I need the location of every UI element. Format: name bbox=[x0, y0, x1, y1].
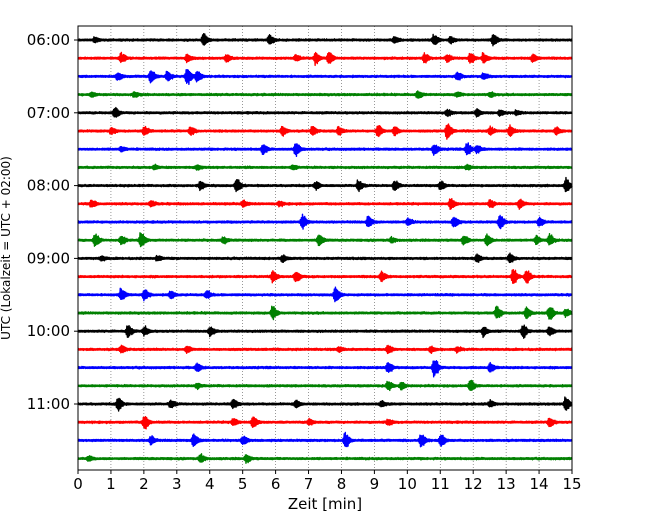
y-tick-label: 07:00 bbox=[27, 104, 70, 122]
trace-line bbox=[77, 379, 573, 392]
y-tick-label: 06:00 bbox=[27, 31, 70, 49]
x-axis-label: Zeit [min] bbox=[288, 495, 362, 513]
x-tick-label: 2 bbox=[139, 475, 149, 493]
x-tick-label: 9 bbox=[370, 475, 380, 493]
trace-line bbox=[77, 32, 573, 47]
x-axis-ticks: 0 1 2 3 4 5 6 7 8 9 10 11 12 13 14 15 bbox=[73, 470, 582, 493]
trace-line bbox=[77, 51, 573, 67]
y-tick-label: 08:00 bbox=[27, 177, 70, 195]
trace-line bbox=[77, 198, 573, 211]
trace-line bbox=[77, 163, 573, 171]
x-tick-label: 7 bbox=[304, 475, 314, 493]
trace-line bbox=[77, 431, 573, 448]
y-tick-label: 11:00 bbox=[27, 395, 70, 413]
trace-line bbox=[77, 252, 573, 264]
trace-line bbox=[77, 106, 573, 118]
trace-line bbox=[77, 232, 573, 248]
trace-line bbox=[77, 123, 573, 140]
trace-line bbox=[77, 176, 573, 193]
trace-line bbox=[77, 344, 573, 355]
x-tick-label: 0 bbox=[73, 475, 83, 493]
x-tick-label: 1 bbox=[106, 475, 116, 493]
seismic-traces bbox=[77, 32, 573, 464]
trace-line bbox=[77, 90, 573, 99]
trace-line bbox=[77, 324, 573, 339]
x-tick-label: 8 bbox=[337, 475, 347, 493]
x-tick-label: 15 bbox=[562, 475, 581, 493]
trace-line bbox=[77, 305, 573, 321]
x-tick-label: 14 bbox=[530, 475, 549, 493]
trace-line bbox=[77, 286, 573, 303]
trace-line bbox=[77, 142, 573, 158]
y-tick-label: 10:00 bbox=[27, 322, 70, 340]
trace-line bbox=[77, 213, 573, 230]
trace-line bbox=[77, 453, 573, 464]
trace-line bbox=[77, 360, 573, 378]
x-tick-label: 6 bbox=[271, 475, 281, 493]
y-axis-ticks: 06:00 07:00 08:00 09:00 10:00 11:00 bbox=[27, 31, 78, 413]
x-tick-label: 4 bbox=[205, 475, 215, 493]
x-tick-label: 13 bbox=[497, 475, 516, 493]
vertical-grid bbox=[110, 26, 540, 470]
trace-line bbox=[77, 396, 573, 412]
y-axis-label: UTC (Lokalzeit = UTC + 02:00) bbox=[0, 156, 13, 340]
x-tick-label: 10 bbox=[398, 475, 417, 493]
plot-frame bbox=[77, 25, 573, 471]
x-tick-label: 3 bbox=[172, 475, 182, 493]
y-tick-label: 09:00 bbox=[27, 249, 70, 267]
x-tick-label: 11 bbox=[431, 475, 450, 493]
trace-line bbox=[77, 416, 573, 430]
x-tick-label: 5 bbox=[238, 475, 248, 493]
trace-line bbox=[77, 268, 573, 284]
trace-line bbox=[77, 69, 573, 86]
x-tick-label: 12 bbox=[464, 475, 483, 493]
